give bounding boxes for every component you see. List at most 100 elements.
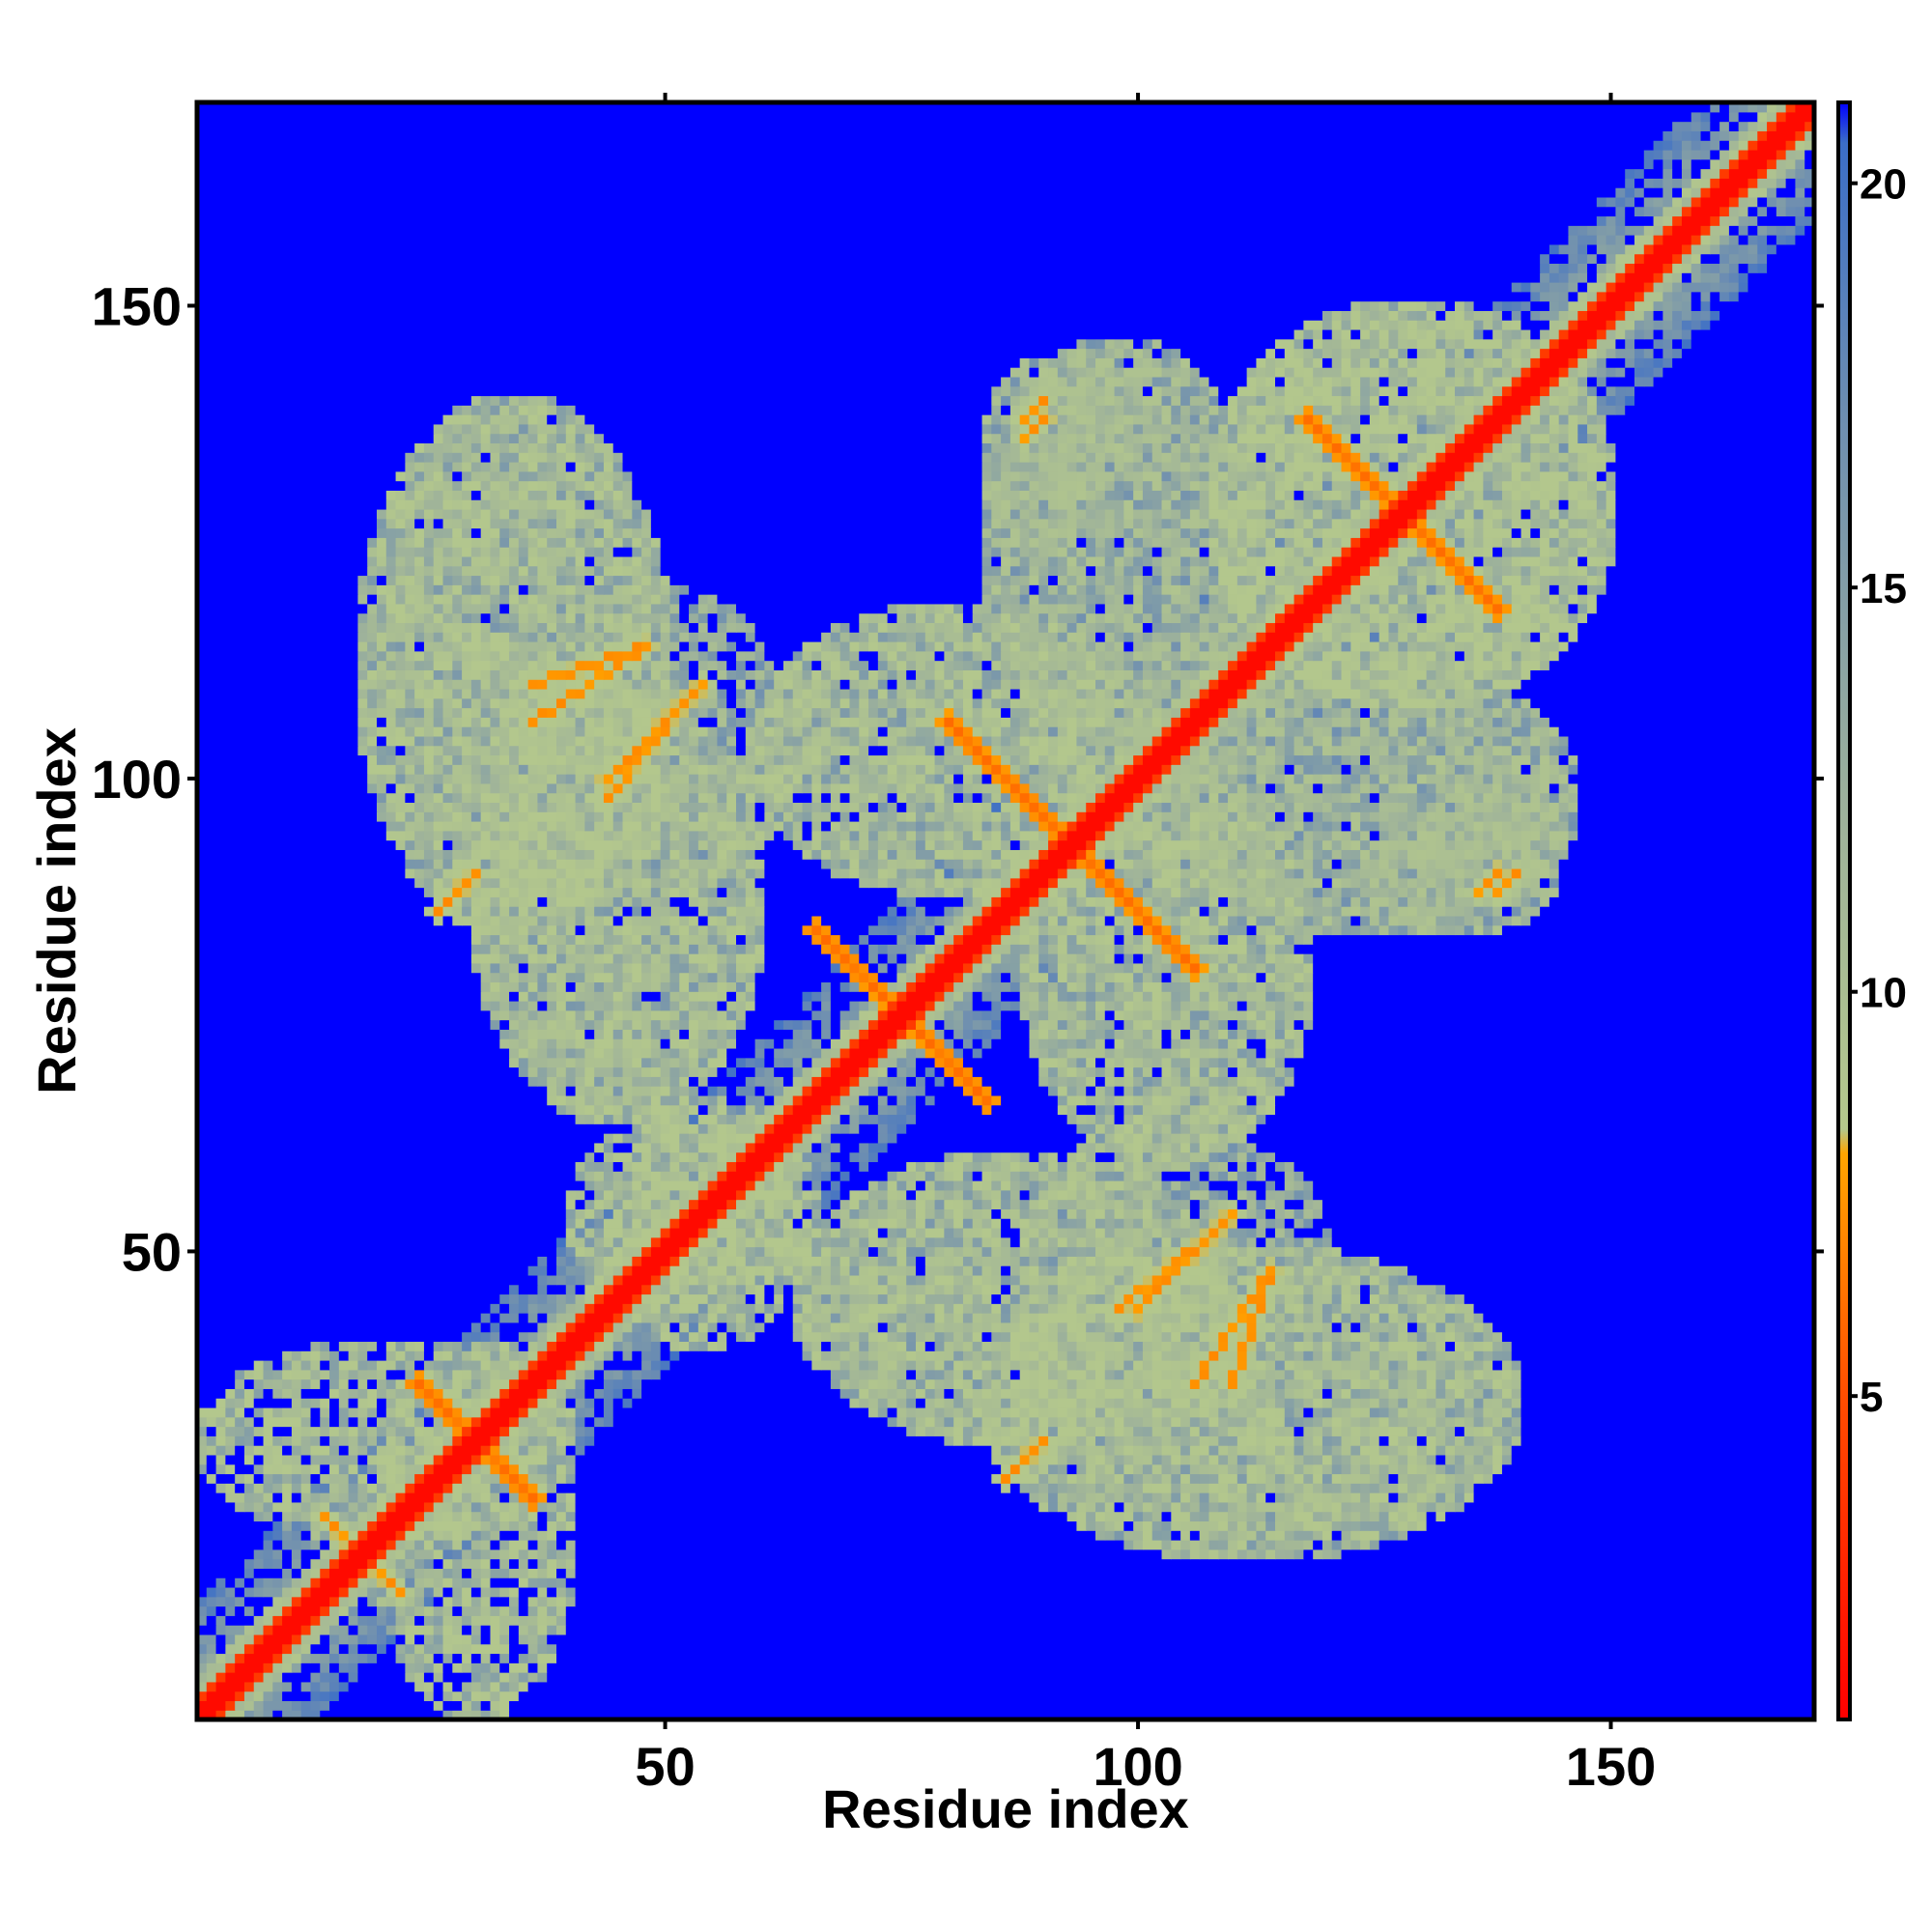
heatmap-cell xyxy=(660,1208,671,1219)
heatmap-cell xyxy=(916,1189,926,1201)
heatmap-cell xyxy=(433,1653,444,1663)
heatmap-cell xyxy=(1218,1454,1229,1465)
heatmap-cell xyxy=(669,1350,680,1361)
heatmap-cell xyxy=(338,1492,350,1503)
heatmap-cell xyxy=(470,1690,482,1702)
heatmap-cell xyxy=(1236,1256,1248,1266)
heatmap-cell xyxy=(934,1047,945,1059)
heatmap-cell xyxy=(1388,1511,1399,1522)
heatmap-cell xyxy=(754,1076,765,1087)
heatmap-cell xyxy=(612,1142,633,1153)
heatmap-cell xyxy=(575,1313,585,1323)
heatmap-cell xyxy=(1236,1473,1248,1484)
heatmap-cell xyxy=(423,1435,435,1446)
heatmap-cell xyxy=(470,1416,482,1428)
heatmap-cell xyxy=(1151,1151,1163,1163)
heatmap-cell xyxy=(660,1151,671,1163)
heatmap-cell xyxy=(1360,1388,1371,1399)
heatmap-cell xyxy=(556,1596,567,1607)
heatmap-cell xyxy=(1199,1274,1210,1286)
heatmap-cell xyxy=(1511,1378,1522,1389)
heatmap-cell xyxy=(1123,1076,1134,1087)
heatmap-cell xyxy=(1019,1171,1031,1181)
heatmap-cell xyxy=(934,1208,945,1219)
heatmap-cell xyxy=(1331,1378,1343,1389)
heatmap-cell xyxy=(377,1643,387,1655)
heatmap-cell xyxy=(1189,1133,1201,1144)
heatmap-cell xyxy=(916,1246,926,1257)
heatmap-cell xyxy=(1180,1331,1191,1343)
heatmap-cell xyxy=(1133,1123,1144,1134)
heatmap-cell xyxy=(868,1218,879,1229)
heatmap-cell xyxy=(1416,1313,1428,1323)
heatmap-cell xyxy=(1171,1388,1181,1399)
heatmap-cell xyxy=(707,1265,727,1276)
heatmap-cell xyxy=(1133,1492,1144,1503)
heatmap-cell xyxy=(1341,1369,1351,1380)
heatmap-cell xyxy=(1483,1398,1493,1408)
heatmap-cell xyxy=(1284,1313,1295,1323)
heatmap-cell xyxy=(1256,1520,1266,1531)
heatmap-cell xyxy=(395,1388,406,1399)
heatmap-cell xyxy=(1360,1284,1371,1295)
heatmap-cell xyxy=(414,1596,425,1607)
heatmap-cell xyxy=(1189,1303,1201,1314)
heatmap-cell xyxy=(594,1151,605,1163)
heatmap-cell xyxy=(632,1388,642,1399)
heatmap-cell xyxy=(1180,1473,1191,1484)
heatmap-cell xyxy=(584,1284,595,1295)
heatmap-cell xyxy=(1048,1501,1059,1513)
heatmap-cell xyxy=(537,1076,548,1087)
heatmap-cell xyxy=(206,1690,236,1702)
heatmap-cell xyxy=(235,1605,245,1616)
heatmap-cell xyxy=(499,1313,520,1323)
heatmap-cell xyxy=(679,1341,690,1351)
heatmap-cell xyxy=(547,1548,557,1560)
heatmap-cell xyxy=(1095,1313,1106,1323)
heatmap-cell xyxy=(1228,1274,1238,1286)
heatmap-cell xyxy=(849,1321,860,1333)
heatmap-cell xyxy=(197,1274,539,1286)
heatmap-cell xyxy=(782,1293,794,1304)
heatmap-cell xyxy=(235,1388,245,1399)
heatmap-cell xyxy=(1350,1331,1361,1343)
heatmap-cell xyxy=(603,1171,614,1181)
heatmap-cell xyxy=(934,1416,945,1428)
heatmap-cell xyxy=(197,1047,510,1059)
heatmap-cell xyxy=(1388,1360,1399,1371)
heatmap-cell xyxy=(405,1435,415,1446)
heatmap-cell xyxy=(934,1171,945,1181)
heatmap-cell xyxy=(944,1350,954,1361)
heatmap-cell xyxy=(1378,1284,1390,1295)
heatmap-cell xyxy=(774,1227,784,1238)
heatmap-cell xyxy=(594,1398,605,1408)
heatmap-cell xyxy=(509,1568,529,1578)
heatmap-cell xyxy=(499,1463,510,1475)
heatmap-cell xyxy=(348,1501,359,1513)
heatmap-cell xyxy=(1501,1406,1513,1418)
heatmap-cell xyxy=(547,1454,557,1465)
heatmap-cell xyxy=(1265,1199,1276,1209)
heatmap-cell xyxy=(689,1341,699,1351)
heatmap-cell xyxy=(1275,1483,1286,1493)
heatmap-cell xyxy=(1086,1094,1096,1106)
heatmap-cell xyxy=(1066,1293,1078,1304)
heatmap-cell xyxy=(1114,1463,1124,1475)
heatmap-cell xyxy=(981,1293,992,1304)
heatmap-cell xyxy=(707,1066,719,1077)
heatmap-cell xyxy=(1151,1473,1163,1484)
heatmap-cell xyxy=(1086,1218,1096,1229)
heatmap-cell xyxy=(490,1303,500,1314)
heatmap-cell xyxy=(537,1388,548,1399)
heatmap-cell xyxy=(934,1199,945,1209)
heatmap-cell xyxy=(1048,1341,1059,1351)
heatmap-cell xyxy=(1275,1426,1286,1436)
heatmap-cell xyxy=(235,1445,245,1456)
heatmap-cell xyxy=(452,1548,463,1560)
heatmap-cell xyxy=(934,1057,945,1068)
heatmap-cell xyxy=(697,1133,709,1144)
heatmap-cell xyxy=(859,1378,869,1389)
heatmap-cell xyxy=(764,1161,775,1172)
heatmap-cell xyxy=(934,1284,945,1295)
heatmap-cell xyxy=(547,1568,557,1578)
